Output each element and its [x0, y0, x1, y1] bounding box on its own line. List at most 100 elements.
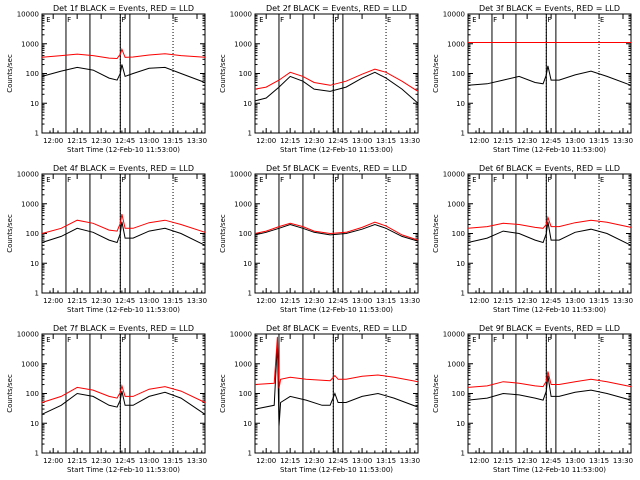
x-tick-label: 13:15 — [589, 297, 609, 305]
x-tick-label: 13:00 — [139, 137, 159, 145]
series-line-events — [254, 71, 419, 104]
x-tick-label: 13:15 — [589, 457, 609, 465]
panel-2: 1 10 100 1000 10000 12:00 12:15 12:30 12:45 13:00… — [219, 4, 420, 154]
y-axis-label: Counts/sec — [432, 214, 440, 253]
x-tick-label: 12:15 — [493, 297, 513, 305]
x-axis-label: Start Time (12-Feb-10 11:53:00) — [280, 466, 393, 474]
panel-title: Det 9f BLACK = Events, RED = LLD — [479, 324, 620, 333]
x-tick-label: 13:30 — [400, 297, 420, 305]
x-tick-label: 12:30 — [91, 137, 111, 145]
marker-flag: F — [121, 336, 125, 344]
y-tick-label: 1 — [461, 450, 465, 458]
series-line-lld — [41, 213, 206, 234]
x-tick-label: 12:15 — [67, 457, 87, 465]
marker-flag: F — [67, 336, 71, 344]
y-tick-label: 100 — [239, 70, 252, 78]
panel-9: 1 10 100 1000 10000 12:00 12:15 12:30 12:45 13:00… — [432, 324, 633, 474]
x-tick-label: 13:00 — [352, 297, 372, 305]
y-tick-label: 10 — [456, 420, 465, 428]
x-tick-label: 12:45 — [541, 457, 561, 465]
y-tick-label: 100 — [452, 70, 465, 78]
x-tick-label: 12:45 — [328, 297, 348, 305]
x-tick-label: 12:15 — [280, 137, 300, 145]
x-tick-label: 13:30 — [613, 297, 633, 305]
x-axis-label: Start Time (12-Feb-10 11:53:00) — [280, 146, 393, 154]
y-tick-label: 10000 — [443, 11, 465, 19]
panel-6: 1 10 100 1000 10000 12:00 12:15 12:30 12:45 13:00… — [432, 164, 633, 314]
marker-flag: F — [493, 336, 497, 344]
marker-flag: E — [600, 336, 604, 344]
x-tick-label: 13:15 — [376, 457, 396, 465]
marker-flag: F — [334, 16, 338, 24]
x-tick-label: 13:00 — [352, 137, 372, 145]
marker-flag: E — [472, 176, 476, 184]
panel-title: Det 1f BLACK = Events, RED = LLD — [53, 4, 194, 13]
y-tick-label: 1 — [248, 290, 252, 298]
x-tick-label: 13:15 — [163, 457, 183, 465]
y-tick-label: 10000 — [17, 171, 39, 179]
x-tick-label: 12:15 — [280, 297, 300, 305]
y-axis-label: Counts/sec — [219, 374, 227, 413]
x-tick-label: 12:45 — [328, 137, 348, 145]
y-tick-label: 10 — [456, 260, 465, 268]
x-tick-label: 12:30 — [91, 457, 111, 465]
y-axis-label: Counts/sec — [6, 54, 14, 93]
y-tick-label: 10000 — [443, 331, 465, 339]
y-tick-label: 1 — [248, 130, 252, 138]
x-tick-label: 13:15 — [589, 137, 609, 145]
marker-flag: E — [472, 336, 476, 344]
x-tick-label: 13:00 — [139, 457, 159, 465]
marker-flag: E — [600, 16, 604, 24]
x-tick-label: 12:30 — [517, 137, 537, 145]
x-tick-label: 12:30 — [304, 137, 324, 145]
y-tick-label: 10000 — [230, 331, 252, 339]
y-tick-label: 10000 — [17, 331, 39, 339]
x-tick-label: 13:00 — [565, 457, 585, 465]
y-tick-label: 10000 — [230, 11, 252, 19]
series-line-events — [41, 64, 206, 83]
y-tick-label: 1 — [461, 290, 465, 298]
series-line-events — [41, 221, 206, 246]
x-tick-label: 12:00 — [256, 137, 276, 145]
y-tick-label: 10000 — [17, 11, 39, 19]
y-tick-label: 10 — [30, 100, 39, 108]
panel-title: Det 5f BLACK = Events, RED = LLD — [266, 164, 407, 173]
marker-flag: F — [493, 176, 497, 184]
y-tick-label: 10000 — [230, 171, 252, 179]
y-axis-label: Counts/sec — [432, 374, 440, 413]
x-tick-label: 12:15 — [280, 457, 300, 465]
panel-5: 1 10 100 1000 10000 12:00 12:15 12:30 12:45 13:00… — [219, 164, 420, 314]
y-tick-label: 10 — [30, 420, 39, 428]
x-tick-label: 13:00 — [565, 297, 585, 305]
x-axis-label: Start Time (12-Feb-10 11:53:00) — [493, 466, 606, 474]
series-line-events — [467, 375, 632, 401]
y-axis-label: Counts/sec — [6, 214, 14, 253]
marker-flag: E — [174, 16, 178, 24]
x-axis-label: Start Time (12-Feb-10 11:53:00) — [493, 146, 606, 154]
x-axis-label: Start Time (12-Feb-10 11:53:00) — [280, 306, 393, 314]
marker-flag: F — [493, 16, 497, 24]
panel-title: Det 6f BLACK = Events, RED = LLD — [479, 164, 620, 173]
marker-flag: F — [67, 16, 71, 24]
x-tick-label: 13:00 — [352, 457, 372, 465]
y-tick-label: 1000 — [21, 360, 39, 368]
series-line-events — [41, 390, 206, 415]
marker-flag: F — [334, 336, 338, 344]
x-tick-label: 13:30 — [187, 297, 207, 305]
x-tick-label: 13:30 — [400, 457, 420, 465]
panel-title: Det 3f BLACK = Events, RED = LLD — [479, 4, 620, 13]
x-tick-label: 12:00 — [256, 457, 276, 465]
y-tick-label: 100 — [26, 390, 39, 398]
x-tick-label: 12:00 — [43, 457, 63, 465]
marker-flag: E — [174, 336, 178, 344]
y-tick-label: 10 — [243, 420, 252, 428]
marker-flag: E — [472, 16, 476, 24]
panel-title: Det 8f BLACK = Events, RED = LLD — [266, 324, 407, 333]
y-tick-label: 1 — [35, 450, 39, 458]
y-tick-label: 100 — [452, 390, 465, 398]
marker-flag: F — [547, 336, 551, 344]
y-tick-label: 10 — [243, 100, 252, 108]
panel-title: Det 2f BLACK = Events, RED = LLD — [266, 4, 407, 13]
y-axis-label: Counts/sec — [219, 214, 227, 253]
